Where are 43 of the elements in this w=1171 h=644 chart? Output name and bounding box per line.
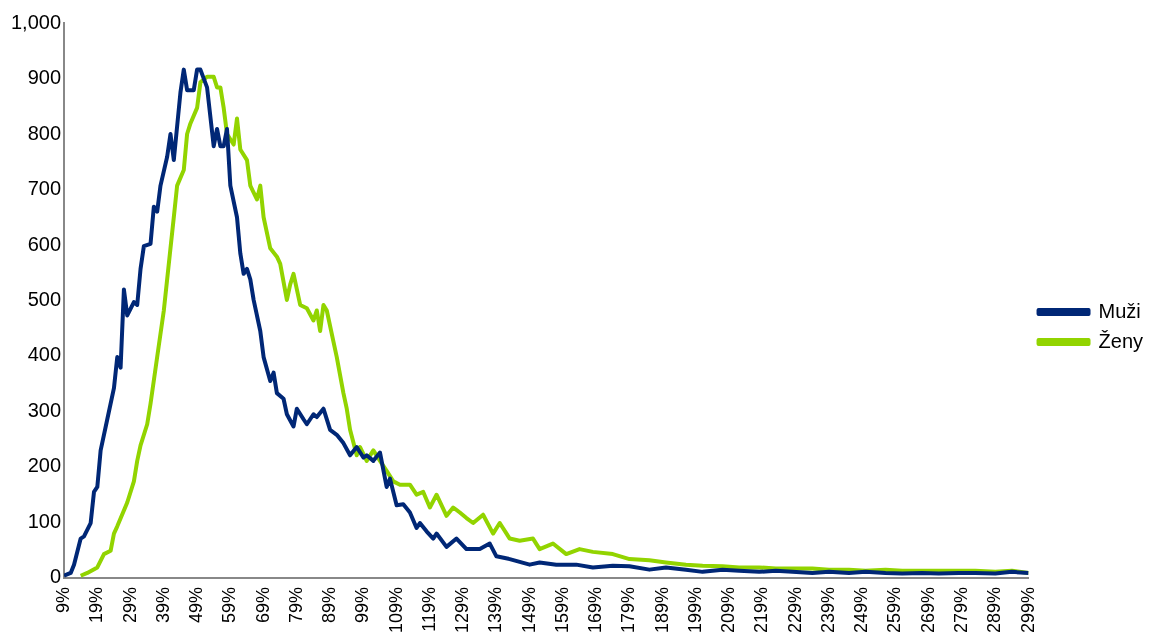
y-tick-label: 700	[27, 177, 62, 199]
x-tick-label: 39%	[152, 586, 173, 623]
x-tick-label: 129%	[452, 586, 473, 634]
y-tick-label: 300	[27, 398, 62, 421]
y-tick-label: 600	[27, 232, 62, 255]
y-tick-label: 200	[27, 454, 62, 477]
x-tick-label: 249%	[851, 586, 872, 634]
y-tick-label: 800	[27, 121, 62, 144]
x-tick-label: 219%	[751, 586, 772, 634]
x-tick-label: 169%	[585, 586, 606, 634]
x-tick-label: 139%	[485, 586, 506, 634]
x-tick-label: 119%	[418, 586, 439, 632]
x-tick-label: 279%	[950, 586, 971, 634]
x-tick-label: 259%	[884, 586, 905, 634]
y-tick-label: 1,000	[10, 10, 62, 33]
x-tick-label: 189%	[651, 586, 672, 634]
x-tick-label: 289%	[984, 586, 1005, 634]
legend-label: Muži	[1098, 299, 1141, 322]
y-tick-label: 0	[49, 565, 62, 588]
x-tick-label: 179%	[618, 586, 639, 634]
y-tick-label: 400	[27, 343, 62, 366]
x-tick-label: 239%	[817, 586, 838, 634]
legend-label: Ženy	[1098, 329, 1144, 352]
x-tick-label: 229%	[784, 586, 805, 634]
x-tick-label: 59%	[219, 586, 240, 623]
x-tick-label: 199%	[684, 586, 705, 634]
x-tick-label: 89%	[319, 586, 340, 623]
y-tick-label: 500	[27, 288, 62, 310]
x-tick-label: 209%	[718, 586, 739, 634]
x-tick-label: 149%	[518, 586, 539, 634]
x-tick-label: 109%	[385, 586, 406, 634]
x-tick-label: 269%	[917, 586, 938, 634]
x-tick-label: 79%	[285, 586, 306, 623]
y-tick-label: 900	[27, 66, 62, 89]
x-tick-label: 49%	[186, 586, 207, 623]
x-tick-label: 99%	[352, 586, 373, 623]
x-tick-label: 9%	[53, 586, 74, 613]
x-tick-label: 299%	[1017, 586, 1038, 634]
x-tick-label: 69%	[252, 586, 273, 623]
x-tick-label: 159%	[551, 586, 572, 634]
y-tick-label: 100	[27, 509, 62, 532]
x-tick-label: 29%	[119, 586, 140, 623]
x-tick-label: 19%	[86, 586, 107, 623]
